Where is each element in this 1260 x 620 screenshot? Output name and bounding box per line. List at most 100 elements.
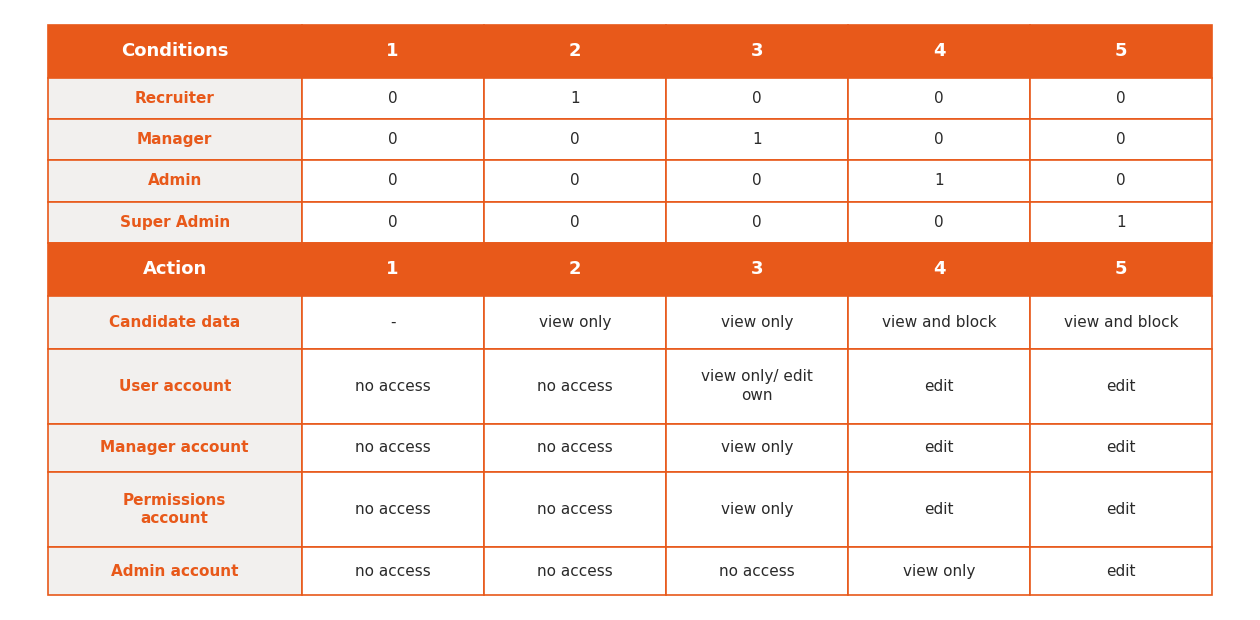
Bar xyxy=(848,472,1029,547)
Text: 1: 1 xyxy=(752,132,761,147)
Text: Conditions: Conditions xyxy=(121,42,228,60)
Bar xyxy=(1029,296,1212,348)
Text: Manager account: Manager account xyxy=(101,440,249,456)
Text: Candidate data: Candidate data xyxy=(110,314,241,330)
Text: edit: edit xyxy=(924,379,954,394)
Text: -: - xyxy=(389,314,396,330)
Text: 4: 4 xyxy=(932,42,945,60)
Text: 4: 4 xyxy=(932,260,945,278)
Bar xyxy=(301,547,484,595)
Text: edit: edit xyxy=(1106,502,1135,517)
Bar xyxy=(48,472,301,547)
Bar xyxy=(848,202,1029,243)
Text: edit: edit xyxy=(1106,379,1135,394)
Text: no access: no access xyxy=(355,502,431,517)
Text: view only: view only xyxy=(902,564,975,579)
Text: no access: no access xyxy=(355,440,431,456)
Text: 0: 0 xyxy=(570,132,580,147)
Bar xyxy=(665,348,848,424)
Text: User account: User account xyxy=(118,379,231,394)
Text: 1: 1 xyxy=(1116,215,1126,229)
Bar xyxy=(665,243,848,296)
Text: 0: 0 xyxy=(388,174,397,188)
Bar xyxy=(301,424,484,472)
Text: 1: 1 xyxy=(570,91,580,106)
Bar xyxy=(1029,243,1212,296)
Bar xyxy=(1029,78,1212,119)
Text: no access: no access xyxy=(355,379,431,394)
Bar xyxy=(665,119,848,160)
Text: 0: 0 xyxy=(1116,132,1126,147)
Bar xyxy=(665,25,848,78)
Bar xyxy=(301,296,484,348)
Bar xyxy=(1029,25,1212,78)
Text: view only/ edit
own: view only/ edit own xyxy=(701,370,813,403)
Bar xyxy=(48,25,301,78)
Text: 0: 0 xyxy=(570,174,580,188)
Text: 5: 5 xyxy=(1115,42,1128,60)
Bar xyxy=(848,424,1029,472)
Bar xyxy=(848,119,1029,160)
Bar xyxy=(848,160,1029,202)
Text: 0: 0 xyxy=(388,215,397,229)
Bar xyxy=(848,296,1029,348)
Bar xyxy=(484,424,665,472)
Bar xyxy=(665,547,848,595)
Bar xyxy=(48,547,301,595)
Text: no access: no access xyxy=(537,502,612,517)
Text: 2: 2 xyxy=(568,42,581,60)
Bar xyxy=(1029,472,1212,547)
Bar xyxy=(48,296,301,348)
Bar xyxy=(1029,547,1212,595)
Text: Recruiter: Recruiter xyxy=(135,91,214,106)
Text: 3: 3 xyxy=(751,42,764,60)
Text: view only: view only xyxy=(721,440,793,456)
Bar xyxy=(1029,202,1212,243)
Bar xyxy=(301,472,484,547)
Bar xyxy=(665,78,848,119)
Bar xyxy=(665,202,848,243)
Bar xyxy=(848,348,1029,424)
Text: view only: view only xyxy=(721,314,793,330)
Text: Admin account: Admin account xyxy=(111,564,238,579)
Text: 0: 0 xyxy=(388,132,397,147)
Bar xyxy=(484,202,665,243)
Bar xyxy=(48,424,301,472)
Text: 0: 0 xyxy=(752,174,761,188)
Bar xyxy=(301,119,484,160)
Bar xyxy=(301,78,484,119)
Bar xyxy=(848,243,1029,296)
Bar xyxy=(301,25,484,78)
Bar xyxy=(48,348,301,424)
Bar xyxy=(848,25,1029,78)
Bar xyxy=(484,119,665,160)
Text: Action: Action xyxy=(142,260,207,278)
Bar xyxy=(301,160,484,202)
Bar xyxy=(665,424,848,472)
Text: edit: edit xyxy=(924,440,954,456)
Bar xyxy=(48,119,301,160)
Text: 0: 0 xyxy=(570,215,580,229)
Bar xyxy=(484,472,665,547)
Text: no access: no access xyxy=(537,440,612,456)
Text: 0: 0 xyxy=(934,215,944,229)
Text: 0: 0 xyxy=(388,91,397,106)
Text: Admin: Admin xyxy=(147,174,202,188)
Bar xyxy=(301,202,484,243)
Text: 3: 3 xyxy=(751,260,764,278)
Text: view and block: view and block xyxy=(882,314,997,330)
Bar xyxy=(1029,348,1212,424)
Text: edit: edit xyxy=(1106,564,1135,579)
Bar xyxy=(665,160,848,202)
Bar xyxy=(484,348,665,424)
Text: no access: no access xyxy=(537,564,612,579)
Bar xyxy=(301,243,484,296)
Text: 1: 1 xyxy=(387,42,399,60)
Bar xyxy=(48,202,301,243)
Text: 0: 0 xyxy=(1116,91,1126,106)
Bar xyxy=(1029,160,1212,202)
Bar xyxy=(848,547,1029,595)
Text: 0: 0 xyxy=(752,91,761,106)
Text: 1: 1 xyxy=(387,260,399,278)
Bar xyxy=(1029,424,1212,472)
